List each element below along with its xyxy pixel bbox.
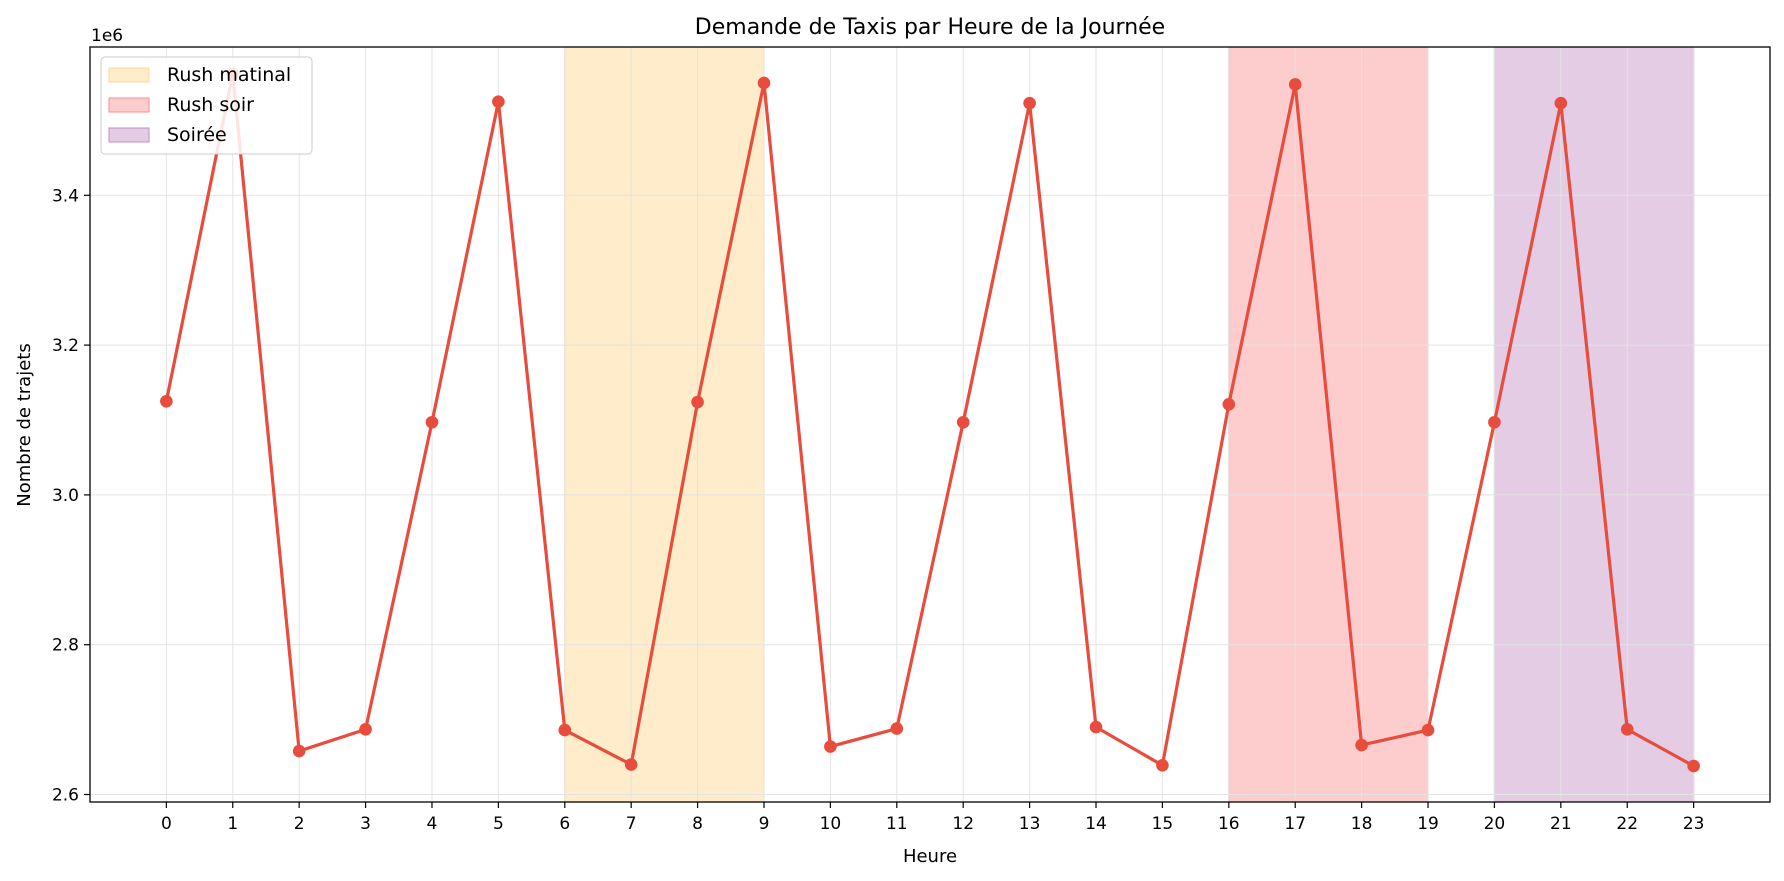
data-point [1687,759,1700,773]
x-tick-label: 13 [1019,814,1041,834]
data-point [292,744,306,758]
x-tick-label: 22 [1616,814,1638,834]
x-tick-label: 23 [1683,814,1705,834]
x-tick-label: 0 [161,814,172,834]
x-tick-label: 15 [1152,814,1174,834]
x-tick-label: 18 [1351,814,1373,834]
data-point [890,722,904,735]
y-offset-label: 1e6 [91,26,123,46]
x-ticks: 0 1 2 3 4 5 6 7 8 9 10 11 12 13 14 15 16 17 18 19 20 21 22 23 [161,802,1705,834]
band-0 [564,46,765,803]
x-tick-label: 1 [227,814,238,834]
data-point [425,415,439,429]
data-point [1089,720,1103,734]
legend-entry: Rush matinal [167,64,291,86]
x-tick-label: 16 [1218,814,1240,834]
data-point [1156,758,1169,772]
x-tick-label: 4 [427,814,438,834]
y-tick-label: 3.4 [52,186,79,206]
x-tick-label: 7 [626,814,637,834]
data-point [359,723,372,736]
x-tick-label: 11 [886,814,908,834]
y-tick-label: 2.8 [52,636,79,656]
y-tick-label: 3.2 [52,336,79,356]
data-point [492,95,505,108]
x-tick-label: 19 [1417,814,1439,834]
data-point [824,740,837,753]
highlight-bands [564,46,1695,803]
grid-lines [90,47,1770,802]
x-tick-label: 9 [759,814,770,834]
y-tick-label: 2.6 [52,786,79,806]
x-tick-label: 10 [820,814,842,834]
data-point [1421,723,1435,737]
series-layer [160,67,1700,773]
y-tick-label: 3.0 [52,486,79,506]
x-tick-label: 14 [1085,814,1107,834]
data-point [1554,96,1568,110]
x-tick-label: 3 [360,814,371,834]
chart-title: Demande de Taxis par Heure de la Journée [695,15,1165,40]
y-ticks: 2.6 2.8 3.0 3.2 3.4 [52,186,90,806]
x-tick-label: 2 [294,814,305,834]
data-point [757,76,771,90]
data-point [558,723,572,737]
data-point [1488,415,1501,429]
data-point [691,395,704,409]
data-point [1355,738,1368,752]
x-tick-label: 21 [1550,814,1572,834]
data-point [1222,397,1236,411]
data-point [624,758,638,771]
x-tick-label: 5 [493,814,504,834]
data-point [1620,723,1634,736]
y-axis-label: Nombre de trajets [14,343,35,506]
x-tick-label: 12 [952,814,974,834]
legend-box [100,56,313,155]
legend-swatch [108,67,150,83]
x-tick-label: 17 [1284,814,1306,834]
data-point [956,415,970,429]
x-tick-label: 6 [559,814,570,834]
data-point [160,394,173,408]
legend: Rush matinal Rush soir Soirée [100,56,313,155]
legend-swatch [108,97,150,113]
x-axis-label: Heure [903,846,957,867]
data-point [1023,96,1036,110]
x-tick-label: 8 [692,814,703,834]
data-point [1288,78,1302,91]
x-tick-label: 20 [1484,814,1506,834]
plot-frame [89,46,1771,803]
legend-entry: Soirée [167,124,227,146]
legend-entry: Rush soir [167,94,254,116]
legend-swatch [108,127,150,143]
series-line [164,72,1695,768]
